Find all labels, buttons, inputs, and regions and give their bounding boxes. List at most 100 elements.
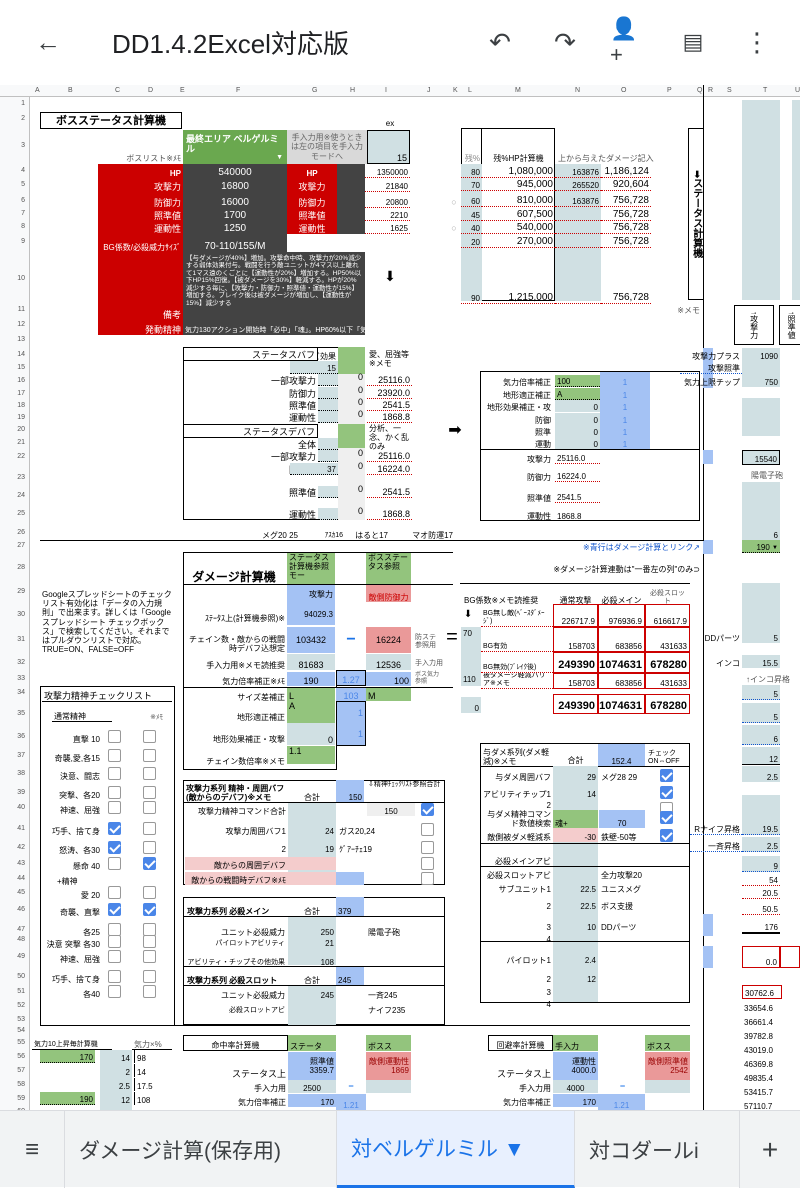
side-kiryoku-select[interactable]: 190 ▼ <box>742 540 780 553</box>
column-header[interactable]: D <box>148 87 154 94</box>
kiryoku-select[interactable]: 170 <box>40 1050 95 1063</box>
side-input[interactable] <box>742 795 780 823</box>
row-header[interactable]: 51 <box>17 988 25 995</box>
row-header[interactable]: 9 <box>21 238 25 245</box>
side-value[interactable]: 9 <box>742 856 780 872</box>
checkbox[interactable] <box>421 857 434 870</box>
row-header[interactable]: 28 <box>17 564 25 571</box>
checkbox[interactable] <box>108 730 121 743</box>
column-header[interactable]: T <box>763 87 768 94</box>
row-header[interactable]: 11 <box>17 306 25 313</box>
sheet-tab-active[interactable]: 対ベルゲルミル ▼ <box>337 1111 575 1188</box>
checkbox[interactable] <box>143 767 156 780</box>
checkbox[interactable] <box>421 803 434 816</box>
dmg-up-value[interactable]: 22.5 <box>580 884 596 894</box>
dmg-input[interactable] <box>555 208 601 221</box>
abi-cell[interactable] <box>338 347 365 374</box>
dmg-input[interactable]: 163876 <box>555 165 601 178</box>
checkbox[interactable] <box>421 823 434 836</box>
row-header[interactable]: 33 <box>17 675 25 682</box>
checkbox[interactable] <box>143 886 156 899</box>
manual-atk-input[interactable]: 81683 <box>287 654 335 670</box>
row-header[interactable]: 55 <box>17 1039 25 1046</box>
row-header[interactable]: 45 <box>17 889 25 896</box>
add-person-icon[interactable]: 👤+ <box>610 16 638 67</box>
side-row-value[interactable] <box>742 361 780 374</box>
row-header[interactable]: 46 <box>17 906 25 913</box>
eva-boss-select[interactable]: ボスス <box>645 1035 690 1051</box>
row-header[interactable]: 48 <box>17 936 25 943</box>
sheet-tab[interactable]: ダメージ計算(保存用) <box>65 1111 337 1188</box>
boss-manual-value[interactable]: 20800 <box>365 192 410 208</box>
row-header[interactable]: 52 <box>17 1002 25 1009</box>
row-header[interactable]: 22 <box>17 453 25 460</box>
terrain-select[interactable]: A <box>287 701 335 723</box>
row-header[interactable]: 30 <box>17 611 25 618</box>
terrain-eff-input[interactable]: 0 <box>287 723 335 745</box>
row-header[interactable]: 54 <box>17 1027 25 1034</box>
row-header[interactable]: 56 <box>17 1053 25 1060</box>
checkbox[interactable] <box>660 769 673 782</box>
more-vert-icon[interactable]: ⋮ <box>744 26 770 57</box>
checkbox[interactable] <box>143 801 156 814</box>
row-header[interactable]: 1 <box>21 100 25 107</box>
dmg-up-value[interactable]: 14 <box>587 789 596 799</box>
column-header[interactable]: B <box>68 87 73 94</box>
row-header[interactable]: 17 <box>17 390 25 397</box>
add-sheet-button[interactable]: + <box>740 1111 800 1188</box>
column-header[interactable]: P <box>667 87 672 94</box>
undo-icon[interactable]: ↶ <box>489 26 511 57</box>
row-header[interactable]: 37 <box>17 752 25 759</box>
row-header[interactable]: 6 <box>21 197 25 204</box>
hp-pct[interactable]: 45 <box>461 208 482 221</box>
checkbox[interactable] <box>421 872 434 885</box>
row-header[interactable]: 26 <box>17 529 25 536</box>
dmg-input[interactable] <box>555 291 601 304</box>
checkbox[interactable] <box>143 822 156 835</box>
checkbox[interactable] <box>108 767 121 780</box>
side-value[interactable]: 5 <box>742 703 780 723</box>
row-header[interactable]: 12 <box>17 321 25 328</box>
side-value[interactable]: 2.5 <box>742 766 780 782</box>
checkbox[interactable] <box>108 970 121 983</box>
atk-buff-value[interactable] <box>288 803 336 816</box>
checkbox[interactable] <box>108 985 121 998</box>
dmg-up-value[interactable] <box>553 868 598 880</box>
buff-input[interactable] <box>318 374 338 386</box>
eva-mode-select[interactable]: 手入力 <box>553 1035 598 1051</box>
atk-buff-debuff-input[interactable] <box>288 872 336 885</box>
mod-input[interactable]: 0 <box>555 437 600 449</box>
dmg-up-value[interactable] <box>553 932 598 944</box>
mod-input[interactable]: 0 <box>555 425 600 437</box>
row-header[interactable]: 14 <box>17 351 25 358</box>
boss-select[interactable]: 最終エリア ベルゲルミル ▼ <box>183 130 287 164</box>
atk-buff-value[interactable] <box>288 872 336 885</box>
column-header[interactable]: K <box>453 87 458 94</box>
checkbox[interactable] <box>143 985 156 998</box>
kiryoku-select[interactable]: 190 <box>40 1092 95 1105</box>
row-header[interactable]: 41 <box>17 825 25 832</box>
boss-manual-value[interactable]: 1625 <box>365 221 410 234</box>
row-header[interactable]: 42 <box>17 844 25 851</box>
bg-input[interactable]: 110 <box>463 674 476 684</box>
column-header[interactable]: S <box>727 87 732 94</box>
row-header[interactable]: 53 <box>17 1016 25 1023</box>
row-header[interactable]: 47 <box>17 926 25 933</box>
side-value[interactable]: 6 <box>742 482 780 540</box>
column-header[interactable]: F <box>236 87 241 94</box>
ex-input[interactable]: 15 <box>367 130 410 164</box>
row-header[interactable]: 50 <box>17 973 25 980</box>
row-header[interactable]: 19 <box>17 414 25 421</box>
mod-input[interactable]: A <box>555 388 600 400</box>
row-header[interactable]: 40 <box>17 804 25 811</box>
dmg-up-value[interactable] <box>553 997 598 1009</box>
column-header[interactable]: L <box>468 87 472 94</box>
row-header[interactable]: 58 <box>17 1081 25 1088</box>
kiryoku-value[interactable]: 190 <box>287 672 335 686</box>
checkbox[interactable] <box>143 857 156 870</box>
row-header[interactable]: 23 <box>17 474 25 481</box>
boss-manual-value[interactable]: 1350000 <box>365 164 410 178</box>
checkbox[interactable] <box>143 950 156 963</box>
atk-buff-debuff-input[interactable] <box>288 857 336 870</box>
checkbox[interactable] <box>108 857 121 870</box>
